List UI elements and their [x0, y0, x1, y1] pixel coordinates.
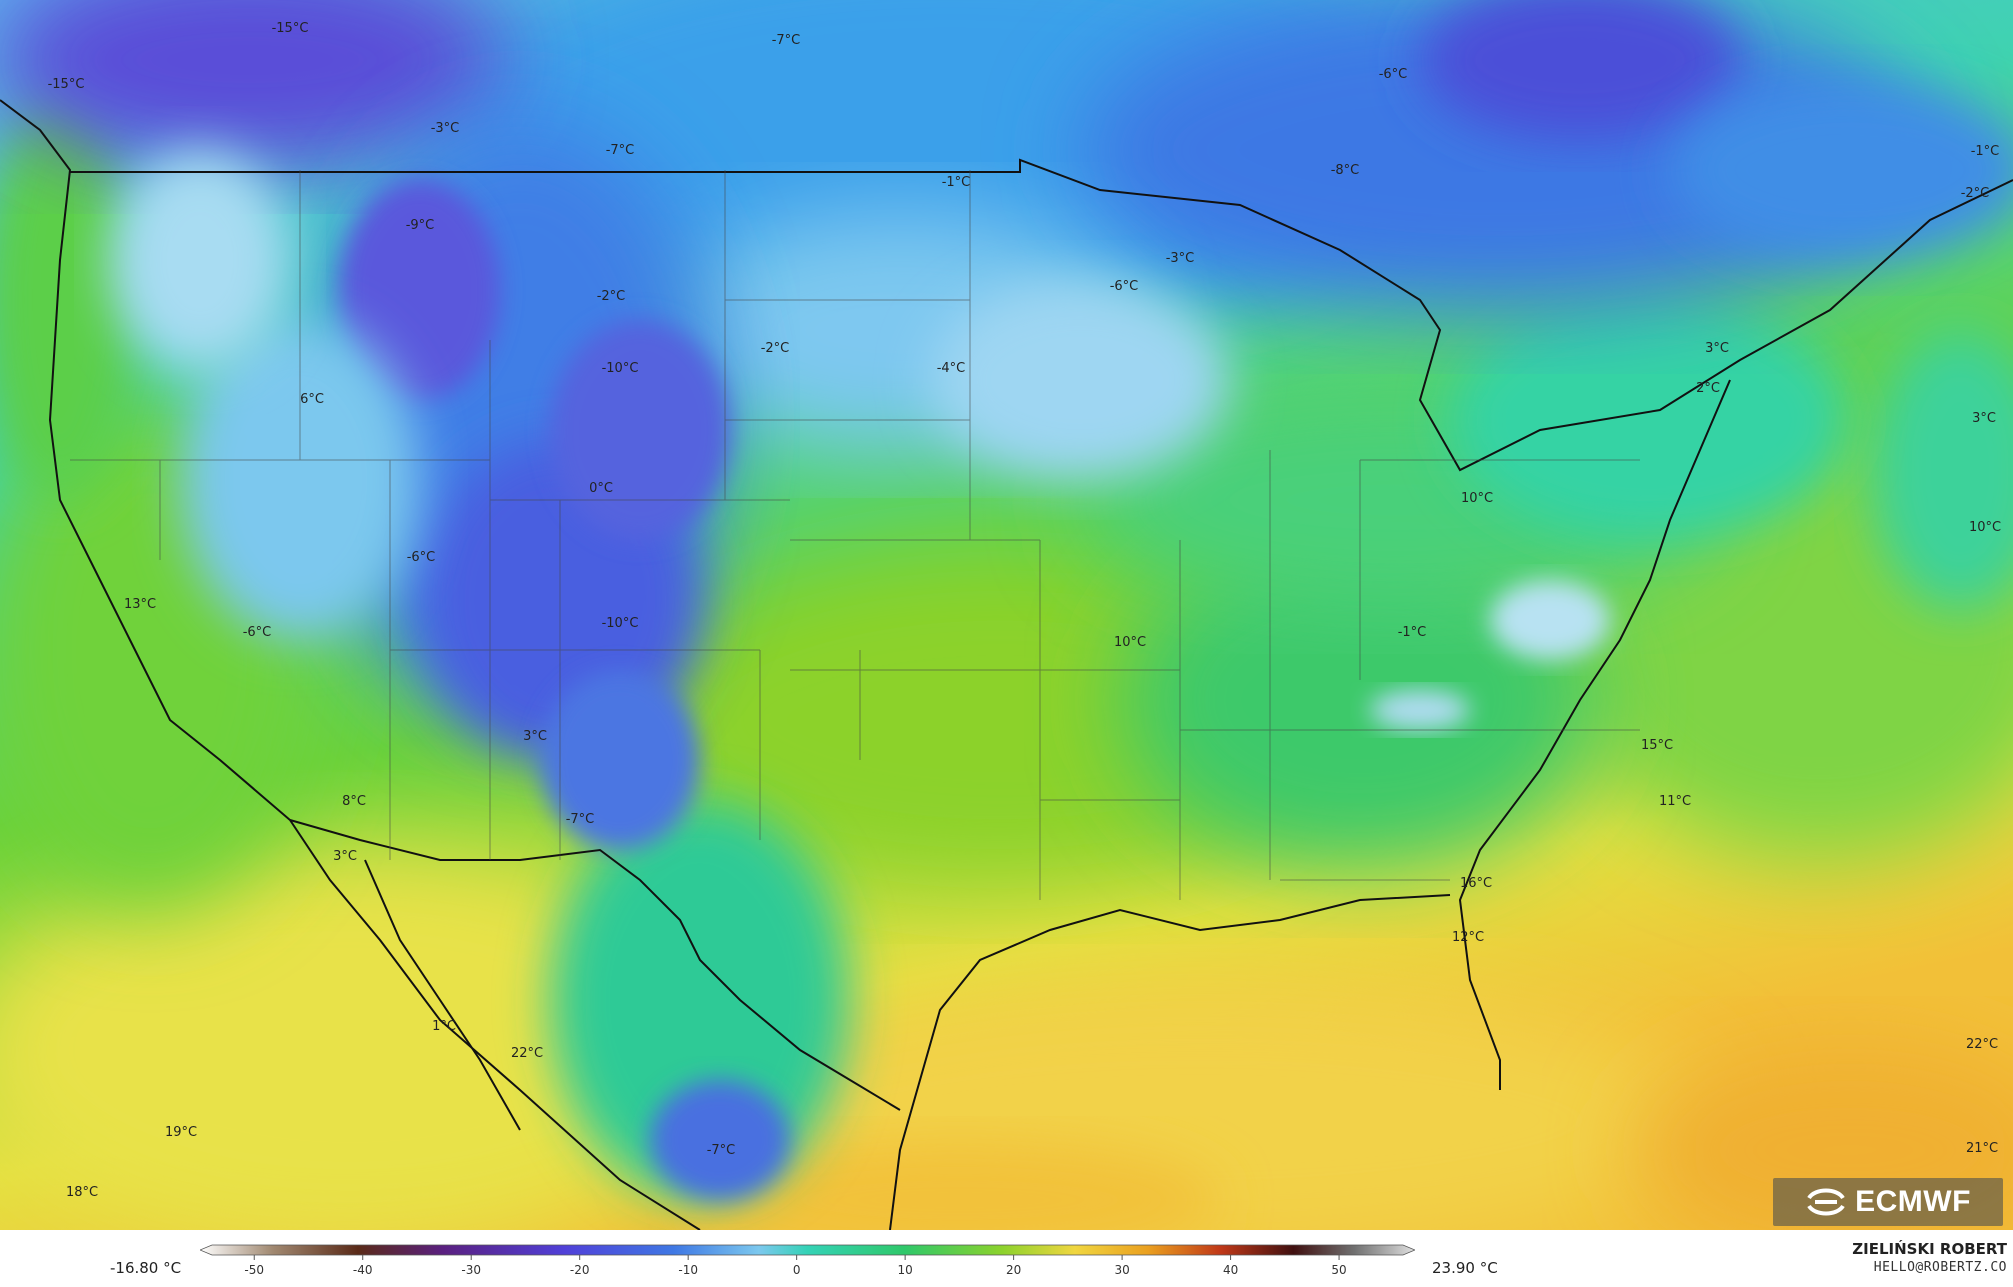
scale-tick-label: 0	[793, 1263, 801, 1277]
temperature-label: 8°C	[342, 794, 366, 809]
temperature-label: -1°C	[1971, 144, 2000, 159]
temperature-label: 22°C	[511, 1046, 543, 1061]
temperature-label: -1°C	[942, 175, 971, 190]
temperature-label: -7°C	[772, 33, 801, 48]
temperature-blobs	[0, 0, 2013, 1230]
temperature-label: -7°C	[566, 812, 595, 827]
temperature-label: -6°C	[407, 550, 436, 565]
scale-tick-label: -50	[244, 1263, 264, 1277]
temperature-label: 0°C	[589, 481, 613, 496]
borders	[0, 99, 2013, 1230]
temperature-label: 3°C	[1705, 341, 1729, 356]
temperature-label: -7°C	[606, 143, 635, 158]
temperature-label: -10°C	[602, 616, 639, 631]
temperature-label: -6°C	[1379, 67, 1408, 82]
scale-tick-label: -10	[678, 1263, 698, 1277]
temperature-label: -4°C	[937, 361, 966, 376]
temperature-label: 21°C	[1966, 1141, 1998, 1156]
temperature-label: 6°C	[300, 392, 324, 407]
author-email: HELLO@ROBERTZ.CO	[1873, 1260, 2007, 1275]
temperature-label: 16°C	[1460, 876, 1492, 891]
ecmwf-logo: ECMWF	[1773, 1178, 2003, 1226]
scale-tick-label: 50	[1331, 1263, 1346, 1277]
color-scale-bar: -50 -40 -30 -20 -10 0 10 20 30 40 50	[200, 1244, 1415, 1277]
temperature-label: -1°C	[1398, 625, 1427, 640]
ecmwf-logo-text: ECMWF	[1855, 1185, 1971, 1218]
temperature-label: -2°C	[597, 289, 626, 304]
temperature-label: 10°C	[1969, 520, 2001, 535]
temperature-label: 10°C	[1461, 491, 1493, 506]
temperature-label: -2°C	[1961, 186, 1990, 201]
temperature-label: 1°C	[432, 1019, 456, 1034]
scale-tick-label: 30	[1114, 1263, 1129, 1277]
temperature-label: 3°C	[333, 849, 357, 864]
temperature-map: -15°C -15°C -7°C -6°C -3°C -7°C -8°C -1°C -1°C -2…	[0, 0, 2013, 1230]
temperature-label: 12°C	[1452, 930, 1484, 945]
temperature-label: -15°C	[272, 21, 309, 36]
scale-tick-label: -20	[570, 1263, 590, 1277]
temperature-label: 3°C	[523, 729, 547, 744]
ecmwf-logo-icon	[1807, 1188, 1845, 1216]
scale-tick-label: 40	[1223, 1263, 1238, 1277]
author-name: ZIELIŃSKI ROBERT	[1852, 1240, 2007, 1258]
scale-tick-label: 10	[897, 1263, 912, 1277]
temperature-label: 10°C	[1114, 635, 1146, 650]
temperature-label: -2°C	[761, 341, 790, 356]
temperature-label: 2°C	[1696, 381, 1720, 396]
legend-footer: -16.80 °C -50 -40 -30-	[0, 1230, 2013, 1287]
scale-tick-label: -30	[461, 1263, 481, 1277]
temperature-label: -15°C	[48, 77, 85, 92]
temperature-label: -8°C	[1331, 163, 1360, 178]
temperature-label: -6°C	[1110, 279, 1139, 294]
temperature-label: 15°C	[1641, 738, 1673, 753]
temperature-label: 11°C	[1659, 794, 1691, 809]
scale-tick-label: -40	[353, 1263, 373, 1277]
scale-ticks: -50 -40 -30 -20 -10 0 10 20 30 40 50	[244, 1255, 1347, 1277]
temperature-label: -9°C	[406, 218, 435, 233]
min-temperature: -16.80 °C	[110, 1259, 182, 1277]
temperature-labels: -15°C -15°C -7°C -6°C -3°C -7°C -8°C -1°C -1°C -2…	[48, 21, 2001, 1200]
max-temperature: 23.90 °C	[1432, 1259, 1498, 1277]
temperature-label: -3°C	[431, 121, 460, 136]
scale-tick-label: 20	[1006, 1263, 1021, 1277]
temperature-label: 3°C	[1972, 411, 1996, 426]
state-lines	[70, 170, 1640, 900]
temperature-label: -6°C	[243, 625, 272, 640]
temperature-label: -10°C	[602, 361, 639, 376]
temperature-label: 22°C	[1966, 1037, 1998, 1052]
temperature-label: -3°C	[1166, 251, 1195, 266]
temperature-label: 13°C	[124, 597, 156, 612]
temperature-label: 19°C	[165, 1125, 197, 1140]
temperature-label: -7°C	[707, 1143, 736, 1158]
temperature-label: 18°C	[66, 1185, 98, 1200]
